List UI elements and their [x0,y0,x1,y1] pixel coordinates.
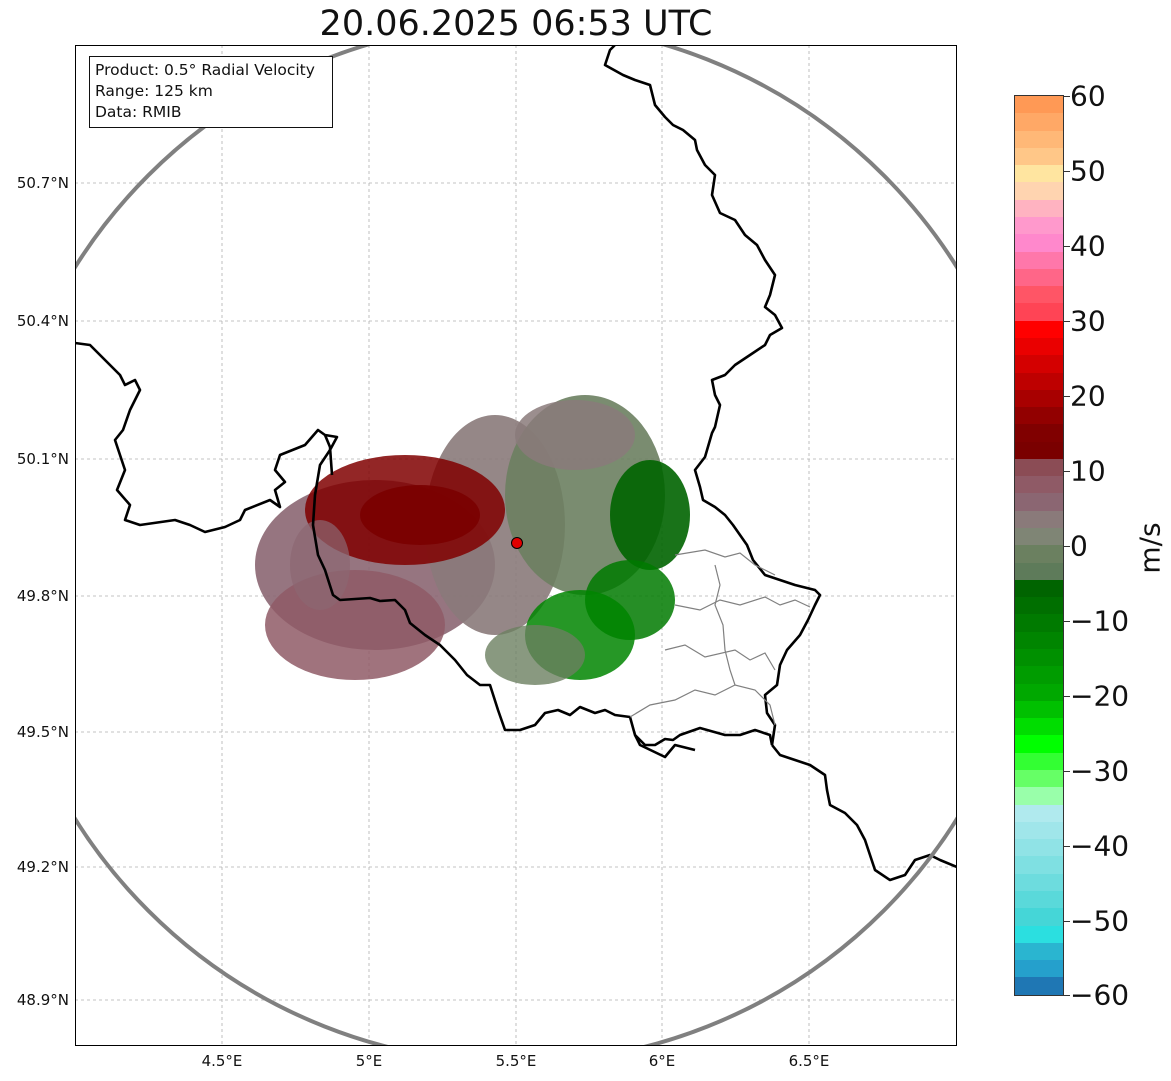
colorbar [1014,95,1064,996]
colorbar-tick-label: 50 [1070,154,1106,188]
colorbar-segment [1015,251,1063,269]
colorbar-tick-label: 20 [1070,379,1106,413]
x-tick-label: 5.5°E [495,1052,537,1070]
colorbar-segment [1015,407,1063,425]
radial-velocity-echoes [255,395,690,685]
info-data-source: Data: RMIB [95,103,182,121]
colorbar-segment [1015,821,1063,840]
colorbar-tick-label: 60 [1070,79,1106,113]
colorbar-segment [1015,562,1063,580]
colorbar-segment [1015,528,1063,546]
info-range: Range: 125 km [95,82,213,100]
colorbar-segment [1015,441,1063,459]
colorbar-segment [1015,908,1063,926]
colorbar-segment [1015,960,1063,978]
radar-site-marker[interactable] [511,537,523,549]
colorbar-segment [1015,977,1063,995]
colorbar-segment [1015,769,1063,788]
colorbar-segment [1015,165,1063,183]
y-tick-label: 49.5°N [16,723,69,741]
colorbar-segment [1015,925,1063,943]
x-tick-label: 5°E [355,1052,383,1070]
colorbar-segment [1015,303,1063,321]
colorbar-segment [1015,337,1063,356]
colorbar-segment [1015,804,1063,822]
colorbar-segment [1015,666,1063,684]
colorbar-tick-label: 40 [1070,229,1106,263]
colorbar-segment [1015,234,1063,252]
colorbar-segment [1015,545,1063,563]
colorbar-segment [1015,286,1063,304]
colorbar-segment [1015,752,1063,770]
colorbar-segment [1015,389,1063,408]
colorbar-segment [1015,320,1063,338]
colorbar-segment [1015,579,1063,598]
colorbar-segment [1015,355,1063,373]
colorbar-segment [1015,787,1063,805]
colorbar-tick-label: 10 [1070,454,1106,488]
info-product: Product: 0.5° Radial Velocity [95,61,315,79]
colorbar-segment [1015,942,1063,961]
colorbar-segment [1015,372,1063,390]
colorbar-segment [1015,735,1063,753]
y-tick-label: 50.4°N [16,312,69,330]
colorbar-segment [1015,683,1063,701]
colorbar-tick-label: 30 [1070,304,1106,338]
colorbar-segment [1015,147,1063,166]
chart-title: 20.06.2025 06:53 UTC [319,4,713,44]
colorbar-segment [1015,614,1063,632]
colorbar-segment [1015,718,1063,736]
colorbar-segment [1015,182,1063,200]
colorbar-unit-label: m/s [1133,522,1167,574]
colorbar-segment [1015,458,1063,477]
y-tick-label: 48.9°N [16,991,69,1009]
y-tick-label: 50.1°N [16,450,69,468]
colorbar-segment [1015,856,1063,874]
info-box: Product: 0.5° Radial Velocity Range: 125… [89,56,333,128]
y-tick-label: 49.2°N [16,858,69,876]
colorbar-segment [1015,113,1063,131]
colorbar-tick-label: −10 [1070,604,1130,638]
x-tick-label: 6.5°E [788,1052,830,1070]
colorbar-tick-label: −50 [1070,904,1130,938]
y-tick-label: 49.8°N [16,587,69,605]
colorbar-segment [1015,96,1063,114]
colorbar-segment [1015,649,1063,667]
colorbar-tick-label: −40 [1070,829,1130,863]
colorbar-segment [1015,216,1063,235]
colorbar-segment [1015,890,1063,909]
colorbar-segment [1015,130,1063,148]
colorbar-segment [1015,839,1063,857]
x-tick-label: 6°E [648,1052,676,1070]
colorbar-segment [1015,510,1063,529]
colorbar-tick-label: −30 [1070,754,1130,788]
x-tick-label: 4.5°E [201,1052,243,1070]
colorbar-segment [1015,631,1063,649]
region-boundaries [629,549,811,726]
radar-map[interactable] [75,45,957,1046]
colorbar-tick-label: −60 [1070,978,1130,1012]
colorbar-segment [1015,493,1063,511]
map-canvas[interactable] [75,45,957,1046]
colorbar-segment [1015,597,1063,615]
country-borders [75,45,957,882]
colorbar-segment [1015,700,1063,719]
colorbar-segment [1015,199,1063,217]
y-tick-label: 50.7°N [16,174,69,192]
colorbar-segment [1015,476,1063,494]
map-frame [75,45,957,1046]
colorbar-segment [1015,424,1063,442]
colorbar-segment [1015,873,1063,891]
colorbar-tick-label: 0 [1070,529,1088,563]
colorbar-tick-label: −20 [1070,679,1130,713]
colorbar-segment [1015,268,1063,287]
